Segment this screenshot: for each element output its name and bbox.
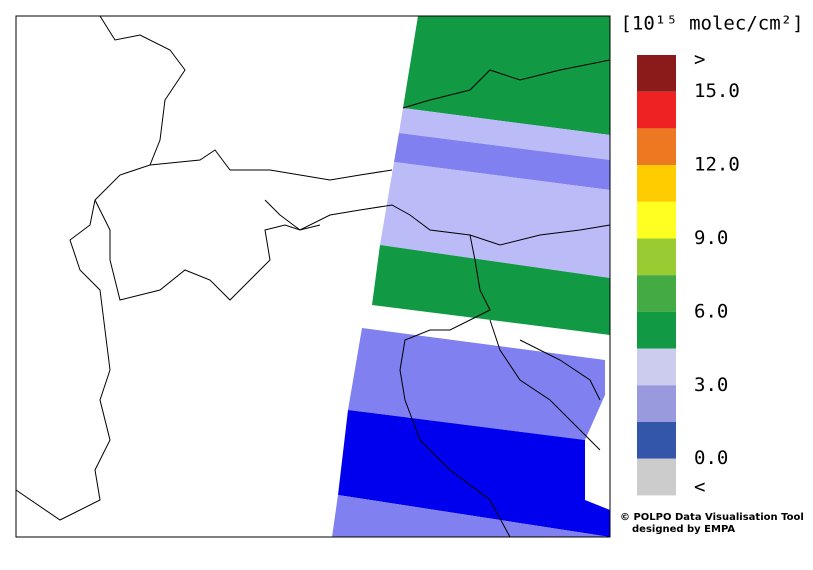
legend-title: [10¹⁵ molec/cm²] xyxy=(620,13,803,35)
colorbar-bin xyxy=(637,311,676,349)
colorbar-label: 6.0 xyxy=(694,300,728,322)
colorbar-bin xyxy=(637,201,676,239)
colorbar-label: 0.0 xyxy=(694,447,728,469)
colorbar-bin xyxy=(637,348,676,386)
colorbar-label: > xyxy=(694,49,705,71)
colorbar-label: < xyxy=(694,476,705,498)
country-borders xyxy=(15,15,611,538)
satellite-swath xyxy=(332,16,610,537)
colorbar-label: 12.0 xyxy=(694,154,740,176)
credit-line: designed by EMPA xyxy=(632,524,735,535)
colorbar-label: 9.0 xyxy=(694,227,728,249)
colorbar-label: 3.0 xyxy=(694,374,728,396)
colorbar-bin xyxy=(637,91,676,129)
colorbar-bin xyxy=(637,385,676,422)
colorbar-bin xyxy=(637,165,676,202)
colorbar-bin xyxy=(637,128,676,166)
colorbar-bin xyxy=(637,422,676,459)
colorbar-bin xyxy=(637,458,676,496)
colorbar-bin xyxy=(637,238,676,276)
colorbar-bin xyxy=(637,55,676,92)
map-frame xyxy=(15,15,611,538)
credit-line: © POLPO Data Visualisation Tool xyxy=(620,512,804,523)
colorbar-bin xyxy=(637,275,676,312)
colorbar-label: 15.0 xyxy=(694,80,740,102)
